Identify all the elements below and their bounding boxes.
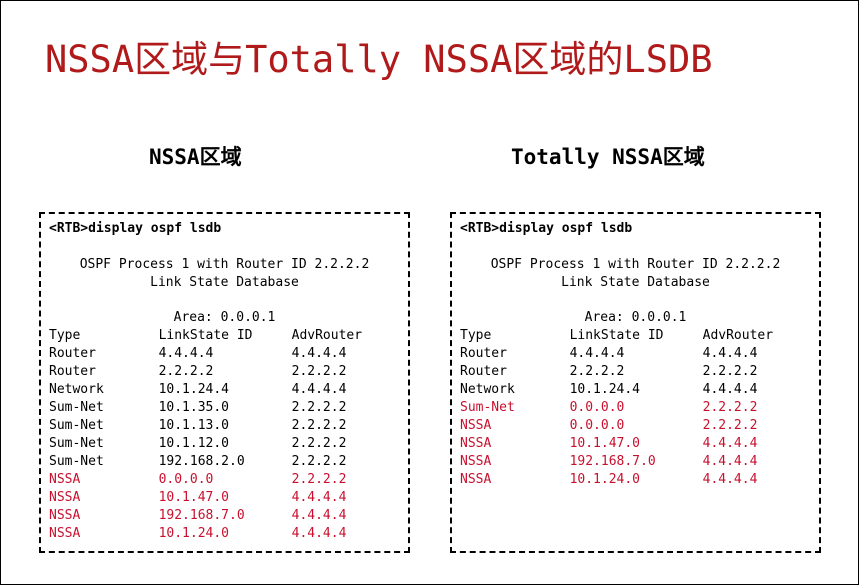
lsdb-table: Type LinkState ID AdvRouter Router 4.4.4.… — [49, 327, 362, 543]
lsdb-output-box: <RTB>display ospf lsdb OSPF Process 1 wit… — [450, 212, 821, 553]
table-row: Sum-Net 10.1.35.0 2.2.2.2 — [49, 400, 347, 415]
table-header: Type LinkState ID AdvRouter — [460, 328, 774, 343]
panel-heading: NSSA区域 — [149, 145, 242, 169]
table-row: NSSA 10.1.24.0 4.4.4.4 — [49, 526, 347, 541]
db-line: Link State Database — [561, 275, 710, 290]
table-row: Router 4.4.4.4 4.4.4.4 — [49, 346, 347, 361]
lsdb-output-box: <RTB>display ospf lsdb OSPF Process 1 wit… — [39, 212, 410, 553]
table-row: Router 4.4.4.4 4.4.4.4 — [460, 346, 758, 361]
table-row: NSSA 10.1.47.0 4.4.4.4 — [49, 490, 347, 505]
table-row: NSSA 0.0.0.0 2.2.2.2 — [49, 472, 347, 487]
table-row: NSSA 10.1.47.0 4.4.4.4 — [460, 436, 758, 451]
table-row: NSSA 0.0.0.0 2.2.2.2 — [460, 418, 758, 433]
table-row: NSSA 192.168.7.0 4.4.4.4 — [460, 454, 758, 469]
command-line: <RTB>display ospf lsdb — [460, 221, 633, 236]
area-line: Area: 0.0.0.1 — [584, 310, 687, 325]
table-row: Sum-Net 10.1.13.0 2.2.2.2 — [49, 418, 347, 433]
table-row: Router 2.2.2.2 2.2.2.2 — [49, 364, 347, 379]
table-row: Network 10.1.24.4 4.4.4.4 — [460, 382, 758, 397]
panel-heading: Totally NSSA区域 — [511, 145, 705, 169]
table-row: Network 10.1.24.4 4.4.4.4 — [49, 382, 347, 397]
table-row: NSSA 192.168.7.0 4.4.4.4 — [49, 508, 347, 523]
table-row: Sum-Net 192.168.2.0 2.2.2.2 — [49, 454, 347, 469]
table-header: Type LinkState ID AdvRouter — [49, 328, 363, 343]
table-row: NSSA 10.1.24.0 4.4.4.4 — [460, 472, 758, 487]
db-line: Link State Database — [150, 275, 299, 290]
slide-title: NSSA区域与Totally NSSA区域的LSDB — [45, 38, 713, 81]
area-line: Area: 0.0.0.1 — [173, 310, 276, 325]
table-row: Sum-Net 0.0.0.0 2.2.2.2 — [460, 400, 758, 415]
lsdb-table: Type LinkState ID AdvRouter Router 4.4.4.… — [460, 327, 773, 489]
table-row: Router 2.2.2.2 2.2.2.2 — [460, 364, 758, 379]
process-line: OSPF Process 1 with Router ID 2.2.2.2 — [490, 257, 781, 272]
process-line: OSPF Process 1 with Router ID 2.2.2.2 — [79, 257, 370, 272]
table-row: Sum-Net 10.1.12.0 2.2.2.2 — [49, 436, 347, 451]
command-line: <RTB>display ospf lsdb — [49, 221, 222, 236]
